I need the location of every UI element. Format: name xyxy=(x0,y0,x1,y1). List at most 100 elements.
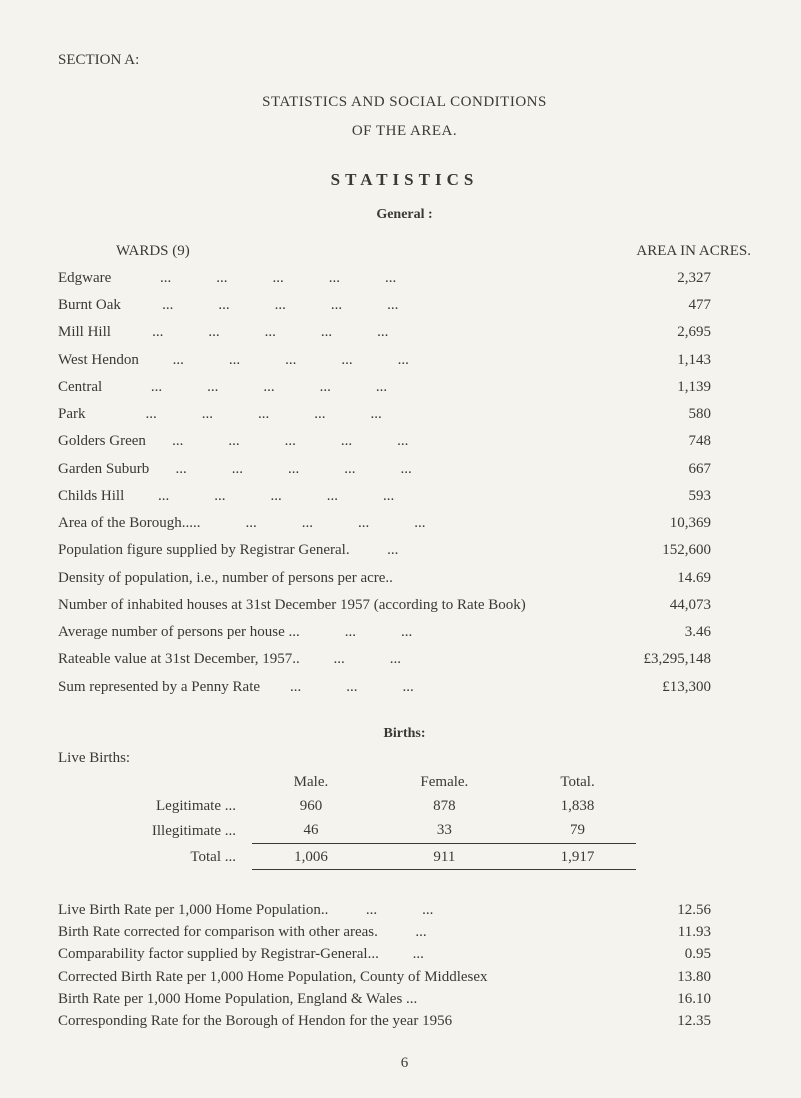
rate-value: 12.35 xyxy=(641,1011,711,1031)
stat-value: £3,295,148 xyxy=(601,649,711,669)
births-total-cell: Total ... xyxy=(68,845,252,870)
wards-heading-left: WARDS (9) xyxy=(58,241,190,261)
rates-block: Live Birth Rate per 1,000 Home Populatio… xyxy=(58,900,751,1032)
ward-row: Burnt Oak ... ... ... ... ...477 xyxy=(58,295,751,315)
ward-value: 2,327 xyxy=(503,268,751,288)
ward-label: West Hendon ... ... ... ... ... xyxy=(58,350,503,370)
births-col-male: Male. xyxy=(252,770,370,794)
stat-row: Population figure supplied by Registrar … xyxy=(58,540,751,560)
ward-row: Mill Hill ... ... ... ... ...2,695 xyxy=(58,322,751,342)
ward-label: Golders Green ... ... ... ... ... xyxy=(58,431,503,451)
ward-label: Area of the Borough..... ... ... ... ... xyxy=(58,513,503,533)
ward-row: Garden Suburb ... ... ... ... ...667 xyxy=(58,459,751,479)
births-col-empty xyxy=(68,770,252,794)
births-cell: 960 xyxy=(252,794,370,818)
ward-label: Mill Hill ... ... ... ... ... xyxy=(58,322,503,342)
births-cell: Legitimate ... xyxy=(68,794,252,818)
stat-value: 3.46 xyxy=(601,622,711,642)
births-table: Male. Female. Total. Legitimate ...96087… xyxy=(68,770,636,870)
ward-label: Park ... ... ... ... ... xyxy=(58,404,503,424)
rate-label: Birth Rate per 1,000 Home Population, En… xyxy=(58,989,641,1009)
ward-value: 748 xyxy=(503,431,751,451)
births-cell: 46 xyxy=(252,818,370,843)
births-row: Legitimate ...9608781,838 xyxy=(68,794,636,818)
rate-value: 11.93 xyxy=(641,922,711,942)
stat-label: Density of population, i.e., number of p… xyxy=(58,568,601,588)
ward-row: Area of the Borough..... ... ... ... ...… xyxy=(58,513,751,533)
ward-value: 2,695 xyxy=(503,322,751,342)
ward-value: 580 xyxy=(503,404,751,424)
ward-row: Childs Hill ... ... ... ... ...593 xyxy=(58,486,751,506)
births-total-cell: 1,917 xyxy=(519,845,636,870)
births-total-cell: 1,006 xyxy=(252,845,370,870)
title-main: STATISTICS AND SOCIAL CONDITIONS xyxy=(58,92,751,112)
births-cell: 33 xyxy=(370,818,519,843)
page-number: 6 xyxy=(58,1053,751,1073)
rate-row: Birth Rate corrected for comparison with… xyxy=(58,922,751,942)
wards-heading-right: AREA IN ACRES. xyxy=(636,241,751,261)
ward-label: Central ... ... ... ... ... xyxy=(58,377,503,397)
rate-label: Birth Rate corrected for comparison with… xyxy=(58,922,641,942)
ward-row: Golders Green ... ... ... ... ...748 xyxy=(58,431,751,451)
ward-value: 1,143 xyxy=(503,350,751,370)
ward-label: Childs Hill ... ... ... ... ... xyxy=(58,486,503,506)
ward-list: Edgware ... ... ... ... ...2,327Burnt Oa… xyxy=(58,268,751,534)
ward-row: Edgware ... ... ... ... ...2,327 xyxy=(58,268,751,288)
births-cell: Illegitimate ... xyxy=(68,818,252,843)
births-col-female: Female. xyxy=(370,770,519,794)
births-cell: 1,838 xyxy=(519,794,636,818)
stat-row: Average number of persons per house ... … xyxy=(58,622,751,642)
rate-value: 0.95 xyxy=(641,944,711,964)
rate-label: Corrected Birth Rate per 1,000 Home Popu… xyxy=(58,967,641,987)
ward-label: Edgware ... ... ... ... ... xyxy=(58,268,503,288)
ward-row: Central ... ... ... ... ...1,139 xyxy=(58,377,751,397)
stat-label: Rateable value at 31st December, 1957.. … xyxy=(58,649,601,669)
title-general: General : xyxy=(58,206,751,225)
rate-row: Corrected Birth Rate per 1,000 Home Popu… xyxy=(58,967,751,987)
ward-value: 10,369 xyxy=(503,513,751,533)
stat-value: 44,073 xyxy=(601,595,711,615)
stat-row: Sum represented by a Penny Rate ... ... … xyxy=(58,677,751,697)
live-births-label: Live Births: xyxy=(58,748,751,768)
stat-row: Rateable value at 31st December, 1957.. … xyxy=(58,649,751,669)
stat-label: Average number of persons per house ... … xyxy=(58,622,601,642)
rate-label: Corresponding Rate for the Borough of He… xyxy=(58,1011,641,1031)
stat-value: 14.69 xyxy=(601,568,711,588)
births-header-row: Male. Female. Total. xyxy=(68,770,636,794)
section-header: SECTION A: xyxy=(58,50,751,70)
ward-value: 1,139 xyxy=(503,377,751,397)
stat-value: £13,300 xyxy=(601,677,711,697)
stat-label: Sum represented by a Penny Rate ... ... … xyxy=(58,677,601,697)
rate-row: Comparability factor supplied by Registr… xyxy=(58,944,751,964)
rate-row: Birth Rate per 1,000 Home Population, En… xyxy=(58,989,751,1009)
rate-value: 13.80 xyxy=(641,967,711,987)
ward-value: 667 xyxy=(503,459,751,479)
rate-row: Live Birth Rate per 1,000 Home Populatio… xyxy=(58,900,751,920)
births-cell: 79 xyxy=(519,818,636,843)
births-cell: 878 xyxy=(370,794,519,818)
stat-list: Population figure supplied by Registrar … xyxy=(58,540,751,697)
births-col-total: Total. xyxy=(519,770,636,794)
wards-heading-row: WARDS (9) AREA IN ACRES. xyxy=(58,241,751,261)
title-sub: OF THE AREA. xyxy=(58,121,751,141)
ward-value: 593 xyxy=(503,486,751,506)
stat-label: Number of inhabited houses at 31st Decem… xyxy=(58,595,601,615)
stat-value: 152,600 xyxy=(601,540,711,560)
title-statistics: STATISTICS xyxy=(58,169,751,192)
document-page: SECTION A: STATISTICS AND SOCIAL CONDITI… xyxy=(0,0,801,1094)
births-total-row: Total ...1,0069111,917 xyxy=(68,845,636,870)
births-total-cell: 911 xyxy=(370,845,519,870)
stat-label: Population figure supplied by Registrar … xyxy=(58,540,601,560)
stat-row: Density of population, i.e., number of p… xyxy=(58,568,751,588)
stat-row: Number of inhabited houses at 31st Decem… xyxy=(58,595,751,615)
births-header: Births: xyxy=(58,725,751,744)
rate-value: 12.56 xyxy=(641,900,711,920)
rate-value: 16.10 xyxy=(641,989,711,1009)
ward-label: Burnt Oak ... ... ... ... ... xyxy=(58,295,503,315)
ward-value: 477 xyxy=(503,295,751,315)
ward-row: West Hendon ... ... ... ... ...1,143 xyxy=(58,350,751,370)
births-row: Illegitimate ...463379 xyxy=(68,818,636,843)
rate-row: Corresponding Rate for the Borough of He… xyxy=(58,1011,751,1031)
rate-label: Comparability factor supplied by Registr… xyxy=(58,944,641,964)
rate-label: Live Birth Rate per 1,000 Home Populatio… xyxy=(58,900,641,920)
